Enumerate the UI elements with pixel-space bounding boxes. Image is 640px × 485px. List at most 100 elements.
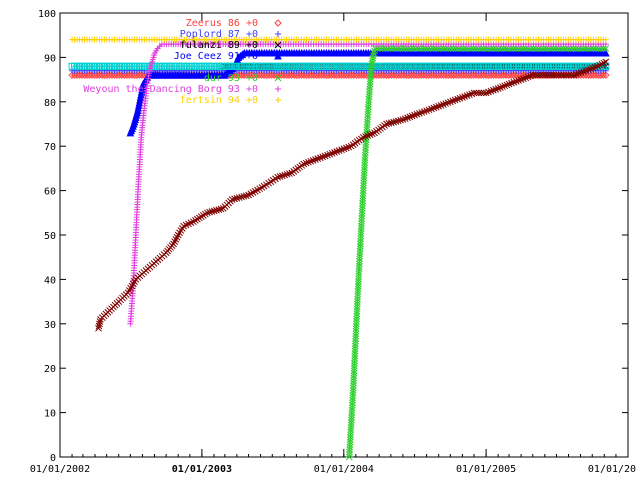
data-point [359, 133, 367, 141]
data-point [444, 99, 452, 107]
data-point [276, 173, 284, 180]
data-point [350, 71, 358, 79]
data-point [274, 19, 282, 27]
data-point [457, 71, 465, 79]
data-point [68, 71, 76, 79]
data-point [555, 71, 563, 79]
data-point [354, 285, 362, 293]
legend-label: Q 93 +0 [216, 62, 258, 73]
data-point [482, 71, 490, 79]
data-point [325, 71, 333, 79]
data-point [123, 71, 131, 79]
data-point [353, 300, 361, 308]
data-point [360, 182, 367, 189]
data-point [401, 115, 409, 123]
data-point [449, 71, 458, 79]
data-point [454, 71, 463, 79]
data-point [357, 227, 365, 235]
data-point [371, 47, 378, 55]
data-point [469, 71, 478, 79]
x-tick-label: 01/01/20 [588, 464, 636, 475]
data-point [78, 71, 86, 79]
data-point [360, 179, 368, 187]
data-point [307, 157, 315, 165]
data-point [354, 288, 362, 295]
data-point [368, 62, 375, 70]
data-point [358, 217, 365, 225]
data-point [464, 71, 473, 79]
data-point [245, 71, 253, 79]
data-point [115, 71, 124, 79]
data-point [191, 217, 199, 224]
data-point [240, 71, 248, 79]
data-point [355, 270, 363, 278]
data-point [439, 101, 447, 108]
data-point [317, 71, 326, 79]
data-point [135, 71, 144, 79]
data-point [582, 67, 590, 75]
data-point [475, 89, 483, 97]
data-point [440, 71, 448, 79]
data-point [437, 71, 445, 79]
data-point [345, 71, 353, 79]
data-point [364, 116, 371, 123]
data-point [600, 59, 608, 67]
data-point [217, 205, 225, 213]
data-point [96, 318, 104, 325]
data-point [587, 65, 595, 73]
data-point [292, 71, 301, 79]
data-point [355, 263, 363, 270]
series-layer [68, 36, 610, 461]
data-point [362, 141, 370, 149]
data-point [95, 71, 104, 79]
data-point [356, 252, 364, 260]
data-point [402, 71, 411, 79]
data-point [203, 209, 211, 217]
data-point [360, 169, 368, 177]
data-point [489, 71, 498, 79]
data-point [602, 62, 610, 70]
data-point [272, 71, 281, 79]
data-point [461, 93, 469, 100]
x-tick-label: 01/01/2002 [30, 464, 90, 475]
data-point [354, 280, 362, 288]
x-tick-label: 01/01/2004 [314, 464, 374, 475]
data-point [494, 71, 503, 79]
data-point [602, 48, 610, 57]
data-point [265, 71, 273, 79]
data-point [385, 71, 393, 79]
data-point [361, 164, 368, 172]
data-point [201, 210, 209, 218]
data-point [247, 71, 256, 79]
data-point [199, 211, 207, 219]
data-point [110, 71, 119, 79]
data-point [331, 149, 338, 156]
legend-label: fulanzi 89 +0 [180, 40, 258, 51]
data-point [282, 71, 291, 79]
data-point [459, 94, 466, 101]
data-point [368, 57, 376, 65]
data-point [302, 159, 310, 167]
data-point [472, 71, 480, 79]
y-tick-label: 20 [44, 364, 56, 375]
series-line [348, 48, 606, 458]
data-point [377, 71, 386, 79]
data-point [342, 71, 351, 79]
data-point [358, 220, 365, 227]
y-tick-label: 70 [44, 142, 56, 153]
data-point [359, 199, 366, 207]
data-point [507, 71, 515, 79]
y-axis: 0 10 20 30 40 50 60 70 80 90 100 [38, 9, 628, 464]
legend-label: Zeerus 86 +0 [186, 18, 258, 29]
data-point [274, 63, 282, 71]
legend-label: Poplord 87 +0 [180, 29, 258, 40]
data-point [206, 208, 213, 216]
data-point [597, 71, 605, 79]
data-point [352, 71, 361, 79]
data-point [499, 71, 508, 79]
data-point [407, 71, 415, 79]
data-point [354, 293, 362, 300]
data-point [355, 278, 362, 285]
